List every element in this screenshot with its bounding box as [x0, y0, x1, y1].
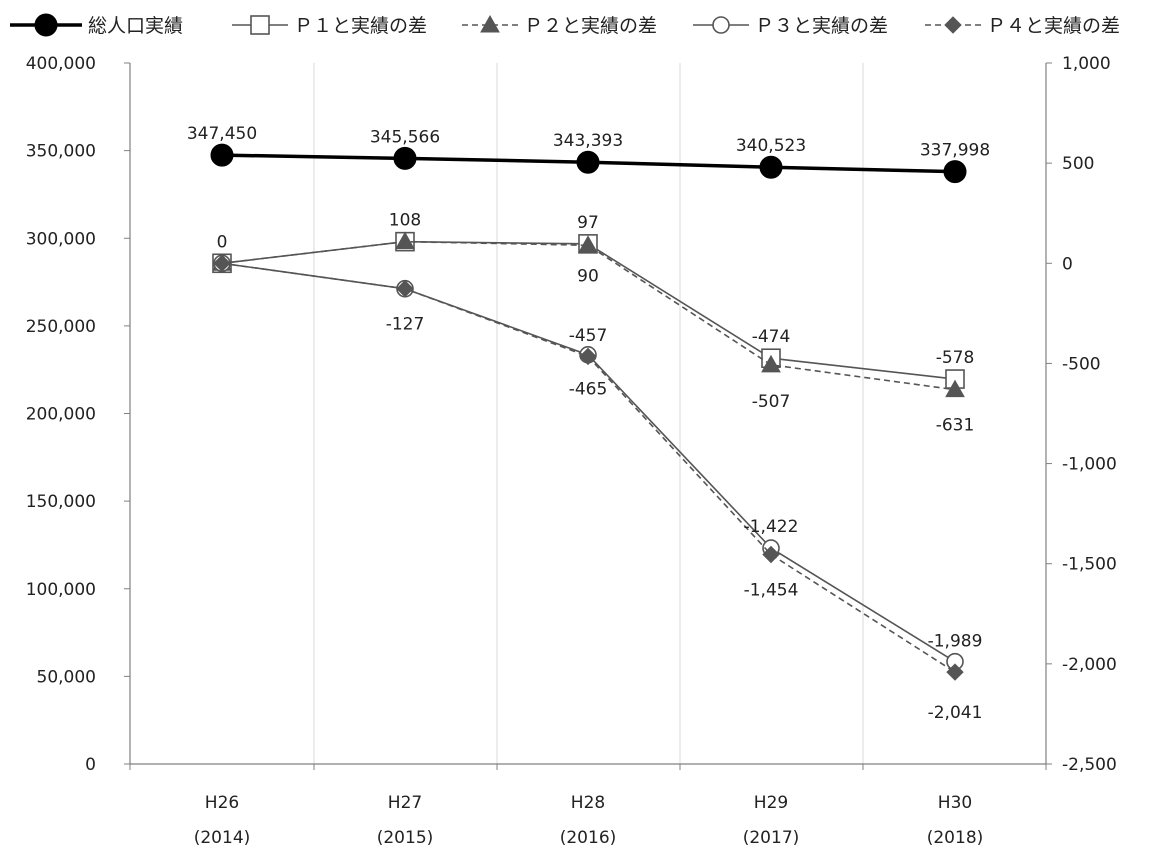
- right-axis-tick-label: 0: [1062, 254, 1073, 274]
- data-label: 347,450: [187, 124, 257, 144]
- data-point: [761, 354, 781, 373]
- legend-label: Ｐ２と実績の差: [524, 15, 657, 37]
- legend: 総人口実績 Ｐ１と実績の差 Ｐ２と実績の差 Ｐ３と実績の差 Ｐ４と実績の差: [10, 13, 1120, 37]
- data-label: 337,998: [920, 141, 990, 161]
- data-label: -578: [936, 348, 975, 368]
- series-line-5: [221, 262, 956, 673]
- data-label: -465: [569, 379, 608, 399]
- data-point: [759, 155, 783, 179]
- data-label: 0: [217, 232, 228, 252]
- data-point: [576, 150, 600, 174]
- legend-marker: [944, 16, 962, 34]
- data-label: -1,422: [744, 517, 799, 537]
- x-axis-category-year: (2018): [927, 828, 984, 848]
- data-label: 340,523: [736, 136, 806, 156]
- left-axis-tick-label: 200,000: [26, 405, 96, 425]
- legend-label: Ｐ３と実績の差: [755, 15, 888, 37]
- right-axis-tick-label: -1,000: [1062, 455, 1117, 475]
- right-axis-tick-label: 500: [1062, 154, 1094, 174]
- series-line-3: [221, 240, 956, 391]
- data-point: [579, 347, 597, 366]
- legend-label: Ｐ１と実績の差: [294, 15, 427, 37]
- x-axis-category-year: (2014): [194, 828, 251, 848]
- legend-marker: [480, 14, 500, 33]
- right-axis-tick-label: 1,000: [1062, 54, 1111, 74]
- data-label: 97: [577, 213, 599, 233]
- data-label: -474: [752, 327, 791, 347]
- left-axis-tick-label: 250,000: [26, 317, 96, 337]
- axes: 0 50,000 100,000 150,000 200,000 250,000 300,0…: [26, 54, 1117, 848]
- data-point: [393, 146, 417, 170]
- data-label: -1,989: [928, 632, 983, 652]
- data-point: [943, 160, 967, 184]
- legend-label: 総人口実績: [88, 15, 183, 37]
- data-point: [396, 280, 414, 298]
- legend-marker: [712, 16, 730, 34]
- left-axis-tick-label: 100,000: [26, 580, 96, 600]
- right-axis-tick-label: -2,500: [1062, 755, 1117, 775]
- data-label: 90: [577, 266, 599, 286]
- left-axis-tick-label: 300,000: [26, 229, 96, 249]
- x-axis-category-label: H28: [571, 793, 605, 813]
- right-axis-tick-label: -2,000: [1062, 655, 1117, 675]
- left-axis-tick-label: 350,000: [26, 142, 96, 162]
- right-axis-tick-label: -1,500: [1062, 555, 1117, 575]
- x-axis-category-label: H29: [754, 793, 788, 813]
- legend-marker: [34, 13, 58, 37]
- x-axis-category-year: (2015): [377, 828, 434, 848]
- left-axis-tick-label: 50,000: [37, 667, 96, 687]
- data-point: [945, 379, 965, 398]
- data-point: [578, 235, 598, 253]
- grid: [313, 63, 864, 764]
- data-label: -2,041: [928, 703, 983, 723]
- data-label: 343,393: [553, 131, 623, 151]
- series-group: [210, 143, 967, 681]
- x-axis-category-label: H26: [205, 793, 239, 813]
- data-label: -507: [752, 392, 791, 412]
- data-point: [395, 231, 415, 250]
- data-label: 345,566: [370, 127, 440, 147]
- data-point: [762, 545, 780, 564]
- legend-marker: [250, 15, 270, 35]
- x-axis-category-year: (2016): [560, 828, 617, 848]
- right-axis-tick-label: -500: [1062, 354, 1101, 374]
- data-label: -457: [569, 326, 608, 346]
- series-line-4: [221, 262, 956, 663]
- data-point: [213, 254, 231, 272]
- x-axis-category-year: (2017): [743, 828, 800, 848]
- data-label: -631: [936, 416, 975, 436]
- data-point: [210, 143, 234, 167]
- legend-label: Ｐ４と実績の差: [987, 15, 1120, 37]
- left-axis-tick-label: 0: [85, 755, 96, 775]
- data-label: -127: [386, 315, 425, 335]
- left-axis-tick-label: 400,000: [26, 54, 96, 74]
- data-label: 108: [389, 211, 421, 231]
- left-axis-tick-label: 150,000: [26, 492, 96, 512]
- x-axis-category-label: H27: [388, 793, 422, 813]
- data-point: [946, 663, 964, 681]
- x-axis-category-label: H30: [938, 793, 972, 813]
- data-labels: 347,450 345,566 343,393 340,523 337,998 0 108 9…: [187, 124, 990, 723]
- data-label: -1,454: [744, 581, 799, 601]
